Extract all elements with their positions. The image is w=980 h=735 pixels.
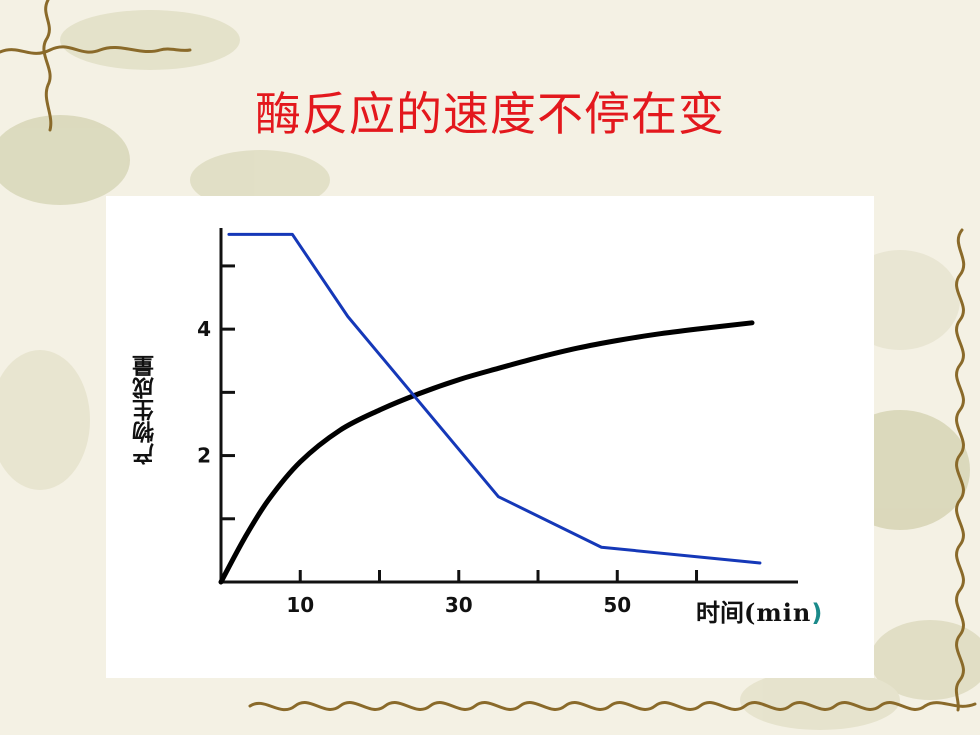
x-axis-label-paren: ): [811, 599, 823, 627]
x-axis-label-unit: (min: [744, 598, 812, 627]
vine-ornament-right: [954, 228, 966, 712]
x-axis-label: 时间(min): [696, 593, 822, 628]
vine-ornament-bottom: [248, 701, 977, 712]
vine-ornament-top-left: [0, 0, 192, 132]
x-axis-label-main: 时间: [696, 599, 744, 627]
chart-panel: [106, 196, 874, 678]
y-axis-label: 产物生成量: [133, 355, 158, 465]
x-tick-label: 50: [603, 593, 631, 617]
series-line-black: [218, 320, 755, 585]
y-tick-label: 4: [197, 317, 211, 341]
series-line-blue: [227, 232, 762, 565]
slide-title: 酶反应的速度不停在变: [255, 87, 725, 141]
y-tick-label: 2: [197, 444, 211, 468]
x-tick-label: 30: [445, 593, 473, 617]
x-tick-label: 10: [286, 593, 314, 617]
